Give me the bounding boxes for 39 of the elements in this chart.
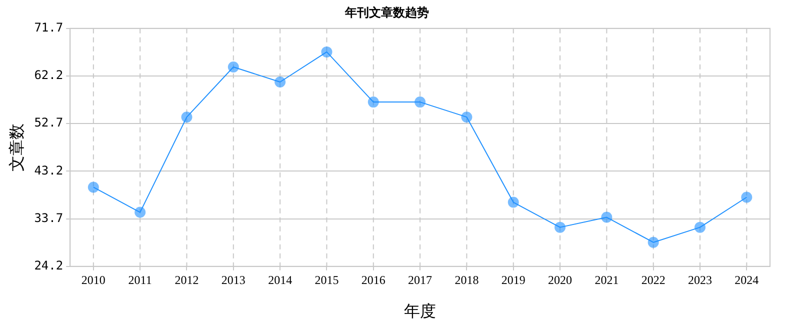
x-tick-label: 2013 <box>221 272 246 287</box>
x-tick-label: 2024 <box>734 272 759 287</box>
point <box>508 196 519 208</box>
y-axis-title: 文章数 <box>8 123 26 172</box>
x-tick-label: 2019 <box>501 272 526 287</box>
point <box>648 236 659 248</box>
x-tick-label: 2011 <box>128 272 152 287</box>
point <box>88 182 99 193</box>
point <box>134 206 146 218</box>
y-tick-label: 33.7 <box>34 210 64 225</box>
x-tick-label: 2021 <box>594 272 619 287</box>
y-tick-label: 43.2 <box>34 163 64 178</box>
chart-title: 年刊文章数趋势 <box>344 5 429 20</box>
point <box>741 192 752 203</box>
x-tick-label: 2020 <box>548 272 572 287</box>
y-tick-label: 62.2 <box>34 68 64 82</box>
y-tick-label: 52.7 <box>34 116 64 130</box>
point <box>414 96 426 108</box>
x-tick-label: 2014 <box>268 272 292 287</box>
x-tick-label: 2023 <box>688 272 712 287</box>
x-tick-label: 2015 <box>314 272 339 287</box>
x-tick-label: 2017 <box>408 272 432 287</box>
point <box>554 222 566 233</box>
x-tick-label: 2022 <box>641 272 666 287</box>
point <box>228 61 239 72</box>
point <box>368 96 379 108</box>
y-tick-label: 71.7 <box>34 20 64 35</box>
point <box>601 212 612 223</box>
x-tick-label: 2012 <box>174 272 199 287</box>
point <box>461 112 472 123</box>
x-tick-label: 2018 <box>454 272 479 287</box>
point <box>321 46 332 58</box>
point <box>694 222 706 233</box>
x-axis-title: 年度 <box>404 302 436 321</box>
y-tick-label: 24.2 <box>34 258 64 273</box>
x-tick-label: 2010 <box>81 272 106 287</box>
point <box>181 112 192 123</box>
point <box>274 76 286 88</box>
x-tick-label: 2016 <box>361 272 386 287</box>
